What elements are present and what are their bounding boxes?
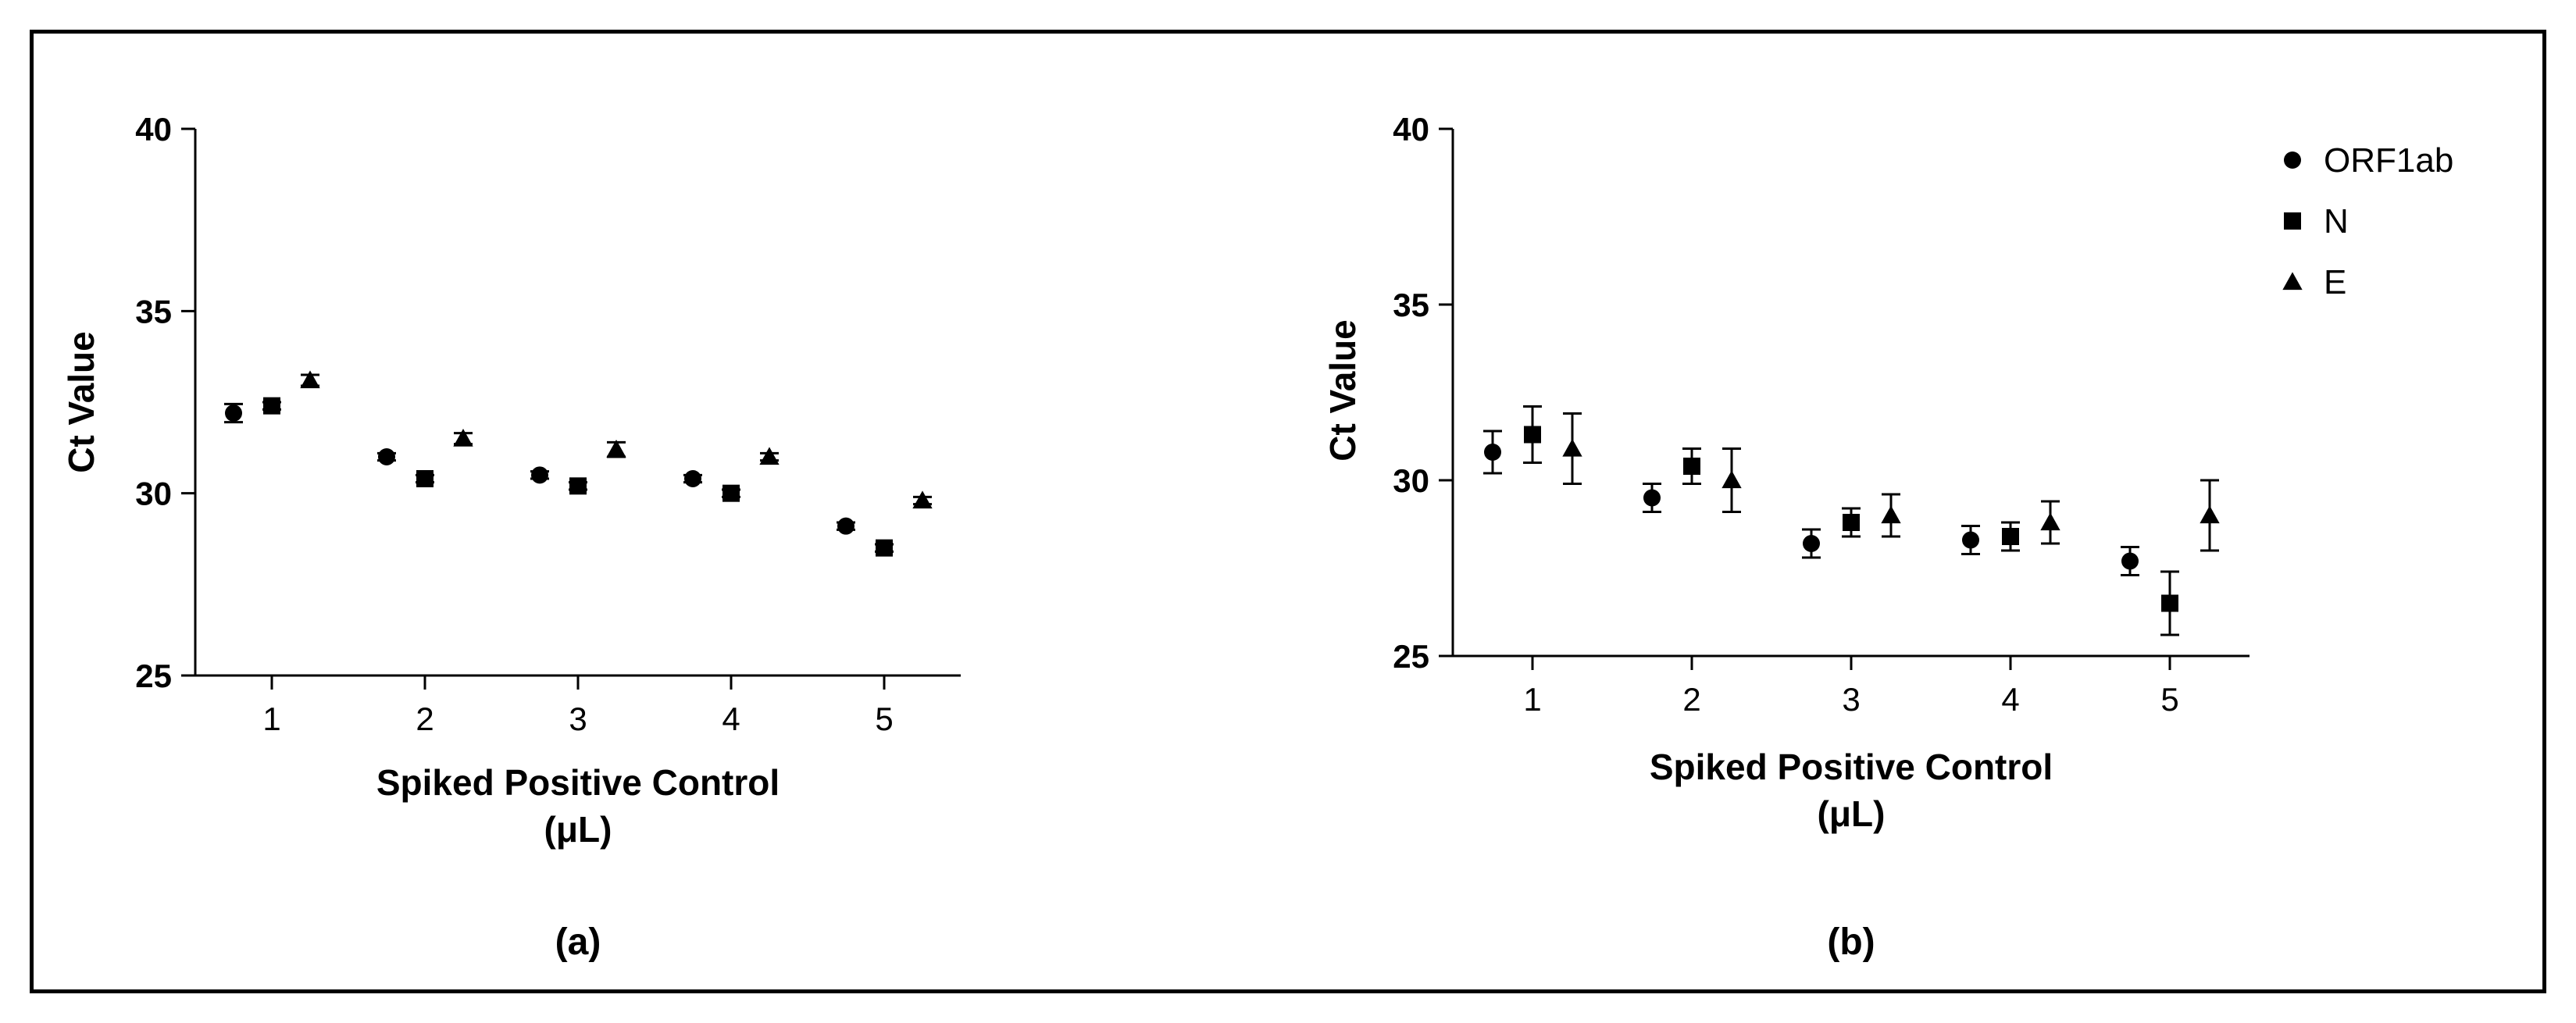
legend-label-orf1ab: ORF1ab bbox=[2324, 141, 2453, 180]
panel-b-point-n bbox=[2002, 528, 2019, 545]
panel-b-y-tick-label: 35 bbox=[1393, 287, 1429, 323]
panel-a-point-e bbox=[300, 370, 320, 389]
panel-a-y-tick-label: 25 bbox=[135, 658, 172, 694]
panel-b-point-e bbox=[1721, 470, 1742, 489]
panel-a-point-e bbox=[759, 447, 780, 465]
legend-label-n: N bbox=[2324, 202, 2349, 241]
legend-label-e: E bbox=[2324, 263, 2346, 301]
panel-b-chart: 25 30 35 40 1 2 3 4 5 Ct Value Spiked Positive Con… bbox=[1322, 111, 2453, 963]
panel-b-point-e bbox=[1562, 438, 1582, 457]
panel-a-chart: 25 30 35 40 1 2 3 4 5 Ct Value Spiked Positive Con… bbox=[61, 111, 961, 963]
panel-a-point-e bbox=[912, 490, 933, 509]
panel-a-y-tick-label: 35 bbox=[135, 293, 172, 330]
panel-b-y-tick-label: 25 bbox=[1393, 638, 1429, 675]
panel-b-label: (b) bbox=[1827, 921, 1875, 963]
panel-b-point-n bbox=[1524, 426, 1541, 444]
panel-b-x-axis-unit: (μL) bbox=[1818, 793, 1886, 834]
panel-b-point-orf1ab bbox=[1484, 444, 1501, 461]
panel-b-y-tick-label: 30 bbox=[1393, 462, 1429, 499]
panel-a-x-tick-label: 2 bbox=[416, 700, 433, 737]
panel-a-x-tick-label: 4 bbox=[722, 700, 740, 737]
panel-b-point-e bbox=[2200, 505, 2220, 524]
panel-a-x-tick-label: 5 bbox=[875, 700, 893, 737]
panel-a-y-axis-title: Ct Value bbox=[61, 331, 102, 473]
panel-a-point-orf1ab bbox=[531, 466, 548, 484]
panel-b-point-e bbox=[2040, 512, 2060, 531]
panel-b-point-orf1ab bbox=[1962, 531, 1979, 549]
panel-a-y-tick-label: 40 bbox=[135, 111, 172, 148]
panel-b-x-tick-label: 5 bbox=[2160, 681, 2178, 718]
panel-a-point-n bbox=[569, 477, 587, 495]
panel-b-x-tick-label: 3 bbox=[1842, 681, 1860, 718]
panel-a-point-orf1ab bbox=[378, 448, 395, 465]
panel-b-point-orf1ab bbox=[2121, 552, 2139, 570]
panel-b-x-tick-label: 1 bbox=[1523, 681, 1541, 718]
panel-b-x-tick-label: 4 bbox=[2001, 681, 2019, 718]
panel-b-x-axis-title: Spiked Positive Control bbox=[1650, 747, 2053, 787]
panel-b-point-e bbox=[1881, 505, 1901, 524]
legend-marker-e bbox=[2282, 272, 2303, 291]
panel-a-point-n bbox=[876, 539, 893, 557]
panel-a-point-orf1ab bbox=[684, 470, 701, 487]
figure-frame bbox=[30, 30, 2546, 993]
panel-a-label: (a) bbox=[555, 921, 601, 963]
panel-a-point-n bbox=[263, 397, 280, 415]
legend-marker-n bbox=[2284, 212, 2301, 230]
panel-a-point-e bbox=[453, 429, 473, 447]
panel-a-point-n bbox=[722, 484, 740, 502]
panel-b-x-tick-label: 2 bbox=[1682, 681, 1700, 718]
panel-b-point-n bbox=[1843, 514, 1860, 531]
panel-a-point-n bbox=[416, 470, 433, 487]
legend-marker-orf1ab bbox=[2284, 151, 2301, 169]
panel-a-x-axis-unit: (μL) bbox=[544, 809, 612, 850]
panel-a-x-tick-label: 1 bbox=[262, 700, 280, 737]
panel-b-y-tick-label: 40 bbox=[1393, 111, 1429, 148]
panel-a-point-orf1ab bbox=[225, 405, 242, 422]
panel-a-point-e bbox=[606, 440, 626, 458]
panel-b-point-n bbox=[2161, 594, 2178, 612]
panel-a-x-axis-title: Spiked Positive Control bbox=[376, 762, 780, 803]
panel-b-point-n bbox=[1683, 458, 1700, 475]
panel-a-point-orf1ab bbox=[837, 517, 855, 535]
panel-a-y-tick-label: 30 bbox=[135, 476, 172, 512]
panel-b-point-orf1ab bbox=[1643, 489, 1661, 507]
panel-b-point-orf1ab bbox=[1803, 535, 1820, 552]
panel-a-x-tick-label: 3 bbox=[569, 700, 587, 737]
panel-b-y-axis-title: Ct Value bbox=[1322, 319, 1363, 462]
